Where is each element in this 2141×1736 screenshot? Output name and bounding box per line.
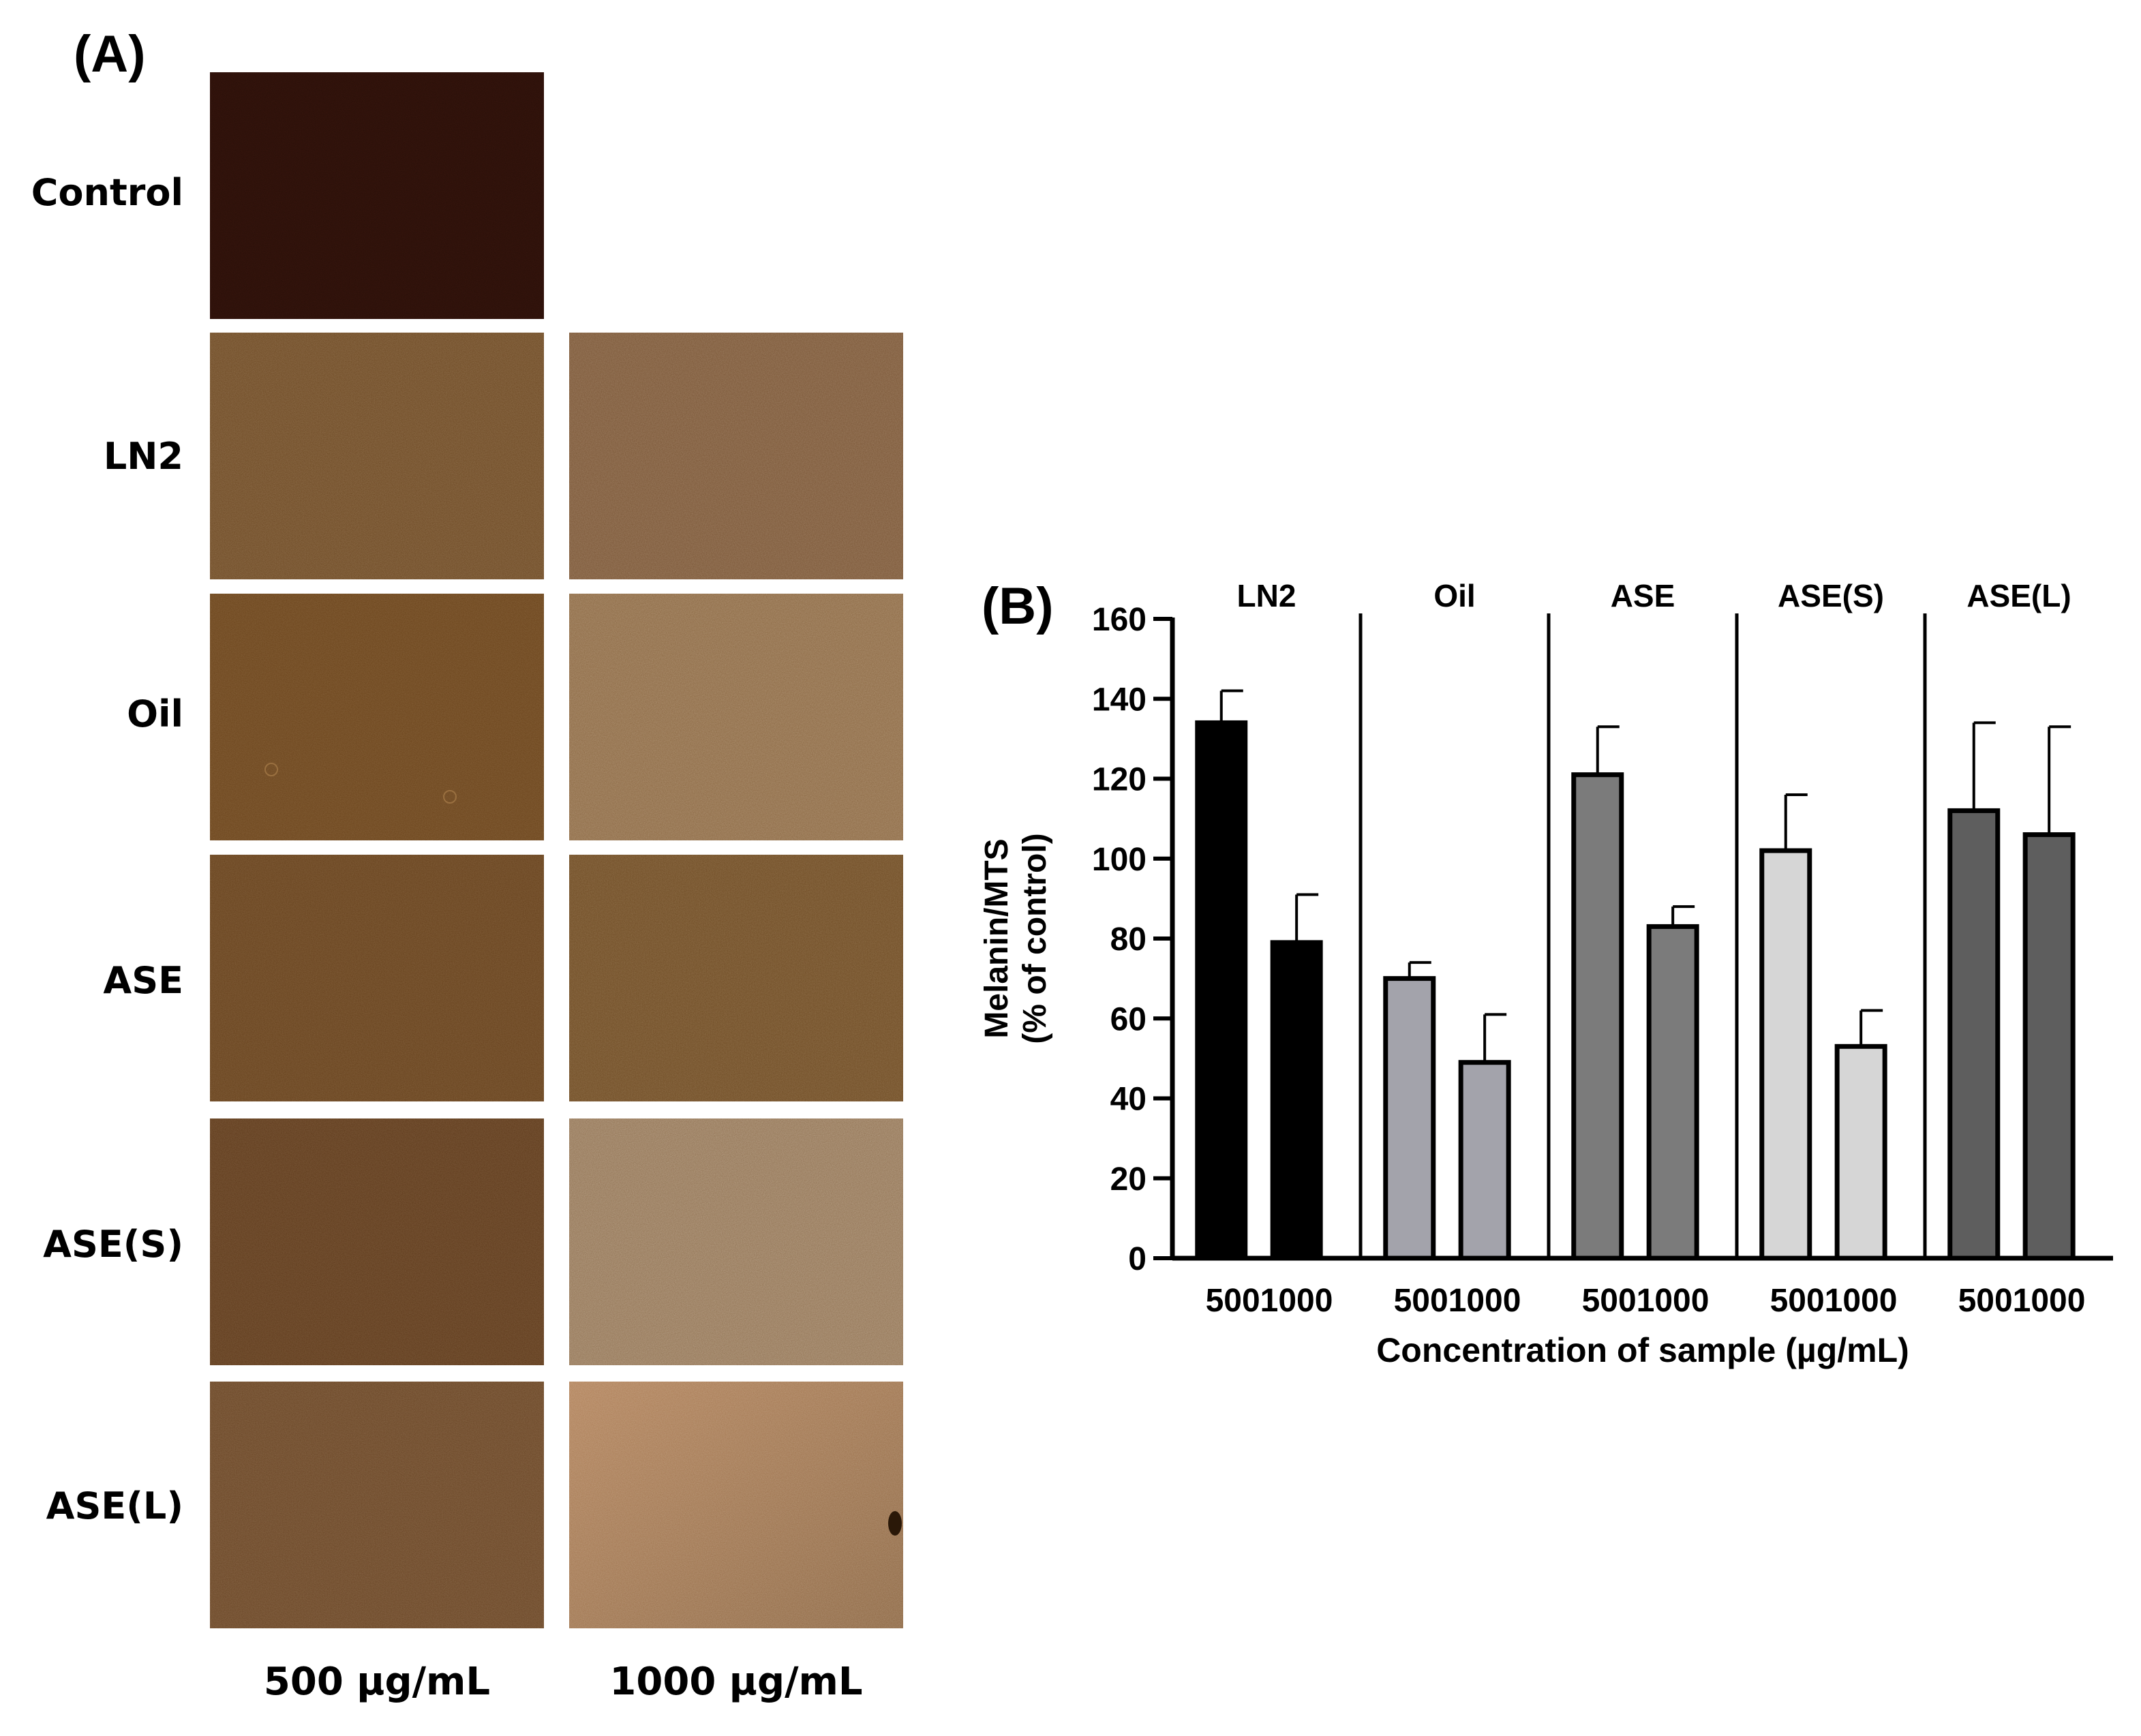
bar-ase-1000 (1646, 924, 1699, 1261)
bar-ln2-1000 (1270, 940, 1323, 1261)
bar-oil-1000 (1458, 1060, 1511, 1261)
micrograph-ln2-500 (210, 333, 544, 579)
x-tick-label: 5001000 (1582, 1283, 1710, 1319)
y-tick-label: 0 (1128, 1241, 1147, 1277)
y-tick-label: 120 (1092, 762, 1147, 798)
row-label-ln2: LN2 (103, 435, 183, 478)
x-tick-label: 5001000 (1770, 1283, 1898, 1319)
panel-a-label: (A) (74, 25, 146, 83)
y-tick-label: 80 (1110, 922, 1147, 958)
y-axis-label-line-2: (% of control) (1017, 833, 1053, 1044)
micrograph-control (210, 72, 544, 319)
micrograph-ln2-1000 (569, 333, 903, 579)
micrograph-ase-500 (210, 855, 544, 1101)
y-tick-label: 100 (1092, 842, 1147, 878)
bar-asel-1000 (2022, 832, 2076, 1261)
group-label-oil: Oil (1433, 578, 1475, 613)
row-label-ase-s: ASE(S) (43, 1223, 183, 1266)
y-tick-label: 60 (1110, 1001, 1147, 1037)
row-label-control: Control (31, 171, 183, 214)
micrograph-ase-s-1000 (569, 1118, 903, 1365)
micrograph-ase-l-1000 (569, 1382, 903, 1628)
row-label-ase-l: ASE(L) (46, 1484, 183, 1527)
group-label-ase-s: ASE(S) (1778, 578, 1884, 613)
x-tick-label: 5001000 (1394, 1283, 1521, 1319)
y-tick-label: 140 (1092, 682, 1147, 718)
group-label-ase: ASE (1611, 578, 1675, 613)
column-label-1000: 1000 μg/mL (609, 1660, 863, 1704)
bar-ases-500 (1759, 848, 1812, 1261)
micrograph-ase-1000 (569, 855, 903, 1101)
group-label-ase-l: ASE(L) (1967, 578, 2071, 613)
y-axis-label-line-1: Melanin/MTS (979, 838, 1015, 1038)
y-tick-label: 160 (1092, 602, 1147, 638)
micrograph-oil-500 (210, 594, 544, 840)
x-tick-label: 5001000 (1958, 1283, 2086, 1319)
y-tick-label: 20 (1110, 1161, 1147, 1198)
bar-oil-500 (1383, 976, 1436, 1261)
bar-ases-1000 (1834, 1044, 1887, 1261)
column-label-500: 500 μg/mL (263, 1660, 491, 1704)
panel-b-label: (B) (982, 577, 1054, 635)
y-tick-label: 40 (1110, 1082, 1147, 1118)
row-label-oil: Oil (127, 692, 183, 735)
bar-ln2-500 (1195, 720, 1248, 1261)
x-tick-label: 5001000 (1206, 1283, 1333, 1319)
x-axis-label: Concentration of sample (µg/mL) (1376, 1331, 1909, 1369)
micrograph-ase-s-500 (210, 1118, 544, 1365)
row-label-ase: ASE (103, 959, 183, 1002)
melanin-bar-chart: 0 20 40 60 80 100 120 140 160 Melanin/MTS (% of co… (979, 578, 2113, 1369)
micrograph-oil-1000 (569, 594, 903, 840)
bar-asel-500 (1947, 808, 2001, 1261)
micrograph-ase-l-500 (210, 1382, 544, 1628)
group-label-ln2: LN2 (1237, 578, 1296, 613)
bar-ase-500 (1571, 772, 1624, 1261)
